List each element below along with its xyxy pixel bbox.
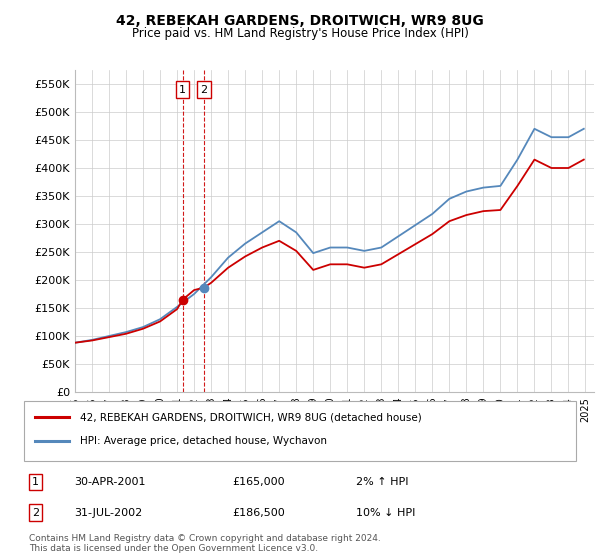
Text: 30-APR-2001: 30-APR-2001 xyxy=(74,477,146,487)
Text: 2% ↑ HPI: 2% ↑ HPI xyxy=(356,477,409,487)
Text: £165,000: £165,000 xyxy=(232,477,285,487)
Text: Contains HM Land Registry data © Crown copyright and database right 2024.
This d: Contains HM Land Registry data © Crown c… xyxy=(29,534,381,553)
Text: Price paid vs. HM Land Registry's House Price Index (HPI): Price paid vs. HM Land Registry's House … xyxy=(131,27,469,40)
Text: 1: 1 xyxy=(32,477,39,487)
Text: 31-JUL-2002: 31-JUL-2002 xyxy=(74,507,143,517)
Text: 42, REBEKAH GARDENS, DROITWICH, WR9 8UG: 42, REBEKAH GARDENS, DROITWICH, WR9 8UG xyxy=(116,14,484,28)
Text: 1: 1 xyxy=(179,85,186,95)
Text: 42, REBEKAH GARDENS, DROITWICH, WR9 8UG (detached house): 42, REBEKAH GARDENS, DROITWICH, WR9 8UG … xyxy=(80,412,422,422)
Text: 2: 2 xyxy=(32,507,39,517)
Text: HPI: Average price, detached house, Wychavon: HPI: Average price, detached house, Wych… xyxy=(80,436,327,446)
Text: £186,500: £186,500 xyxy=(232,507,285,517)
Text: 2: 2 xyxy=(200,85,208,95)
Text: 10% ↓ HPI: 10% ↓ HPI xyxy=(356,507,416,517)
FancyBboxPatch shape xyxy=(23,400,577,461)
